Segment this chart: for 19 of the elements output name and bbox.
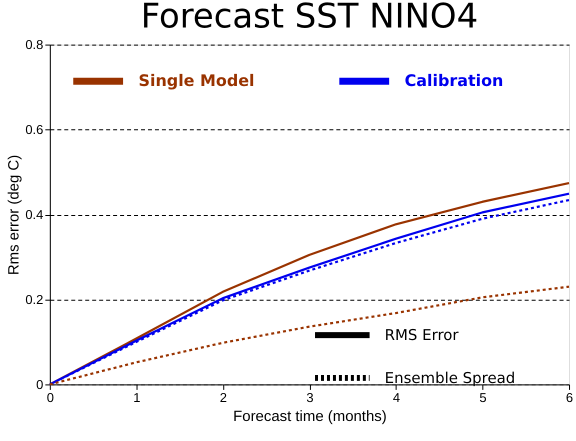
x-tick-label: 5 xyxy=(479,390,487,405)
y-tick-label: 0.6 xyxy=(25,122,44,138)
x-axis-title: Forecast time (months) xyxy=(233,408,387,425)
x-tick-label: 0 xyxy=(46,390,54,405)
x-tick-label: 1 xyxy=(133,390,140,405)
y-tick-label: 0.4 xyxy=(25,206,44,222)
annotation: RMS Error xyxy=(384,326,460,344)
y-tick-label: 0 xyxy=(36,376,44,392)
chart-title: Forecast SST NINO4 xyxy=(140,0,478,36)
y-tick-label: 0.2 xyxy=(25,292,44,307)
x-tick-label: 4 xyxy=(392,390,400,405)
legend-label: Single Model xyxy=(138,71,255,90)
x-tick-label: 2 xyxy=(220,390,227,405)
legend-label: Calibration xyxy=(404,71,504,90)
x-tick-label: 3 xyxy=(306,390,314,405)
y-axis-title: Rms error (deg C) xyxy=(5,154,22,276)
x-tick-label: 6 xyxy=(566,390,574,405)
annotation: Ensemble Spread xyxy=(384,368,516,387)
y-tick-label: 0.8 xyxy=(25,37,44,52)
